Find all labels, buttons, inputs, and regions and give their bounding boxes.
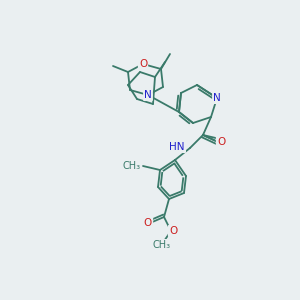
Text: O: O bbox=[217, 137, 225, 147]
Text: CH₃: CH₃ bbox=[123, 161, 141, 171]
Text: O: O bbox=[139, 59, 147, 69]
Text: O: O bbox=[169, 226, 177, 236]
Text: N: N bbox=[213, 93, 221, 103]
Text: HN: HN bbox=[169, 142, 185, 152]
Text: N: N bbox=[144, 90, 152, 100]
Text: CH₃: CH₃ bbox=[153, 240, 171, 250]
Text: O: O bbox=[144, 218, 152, 228]
